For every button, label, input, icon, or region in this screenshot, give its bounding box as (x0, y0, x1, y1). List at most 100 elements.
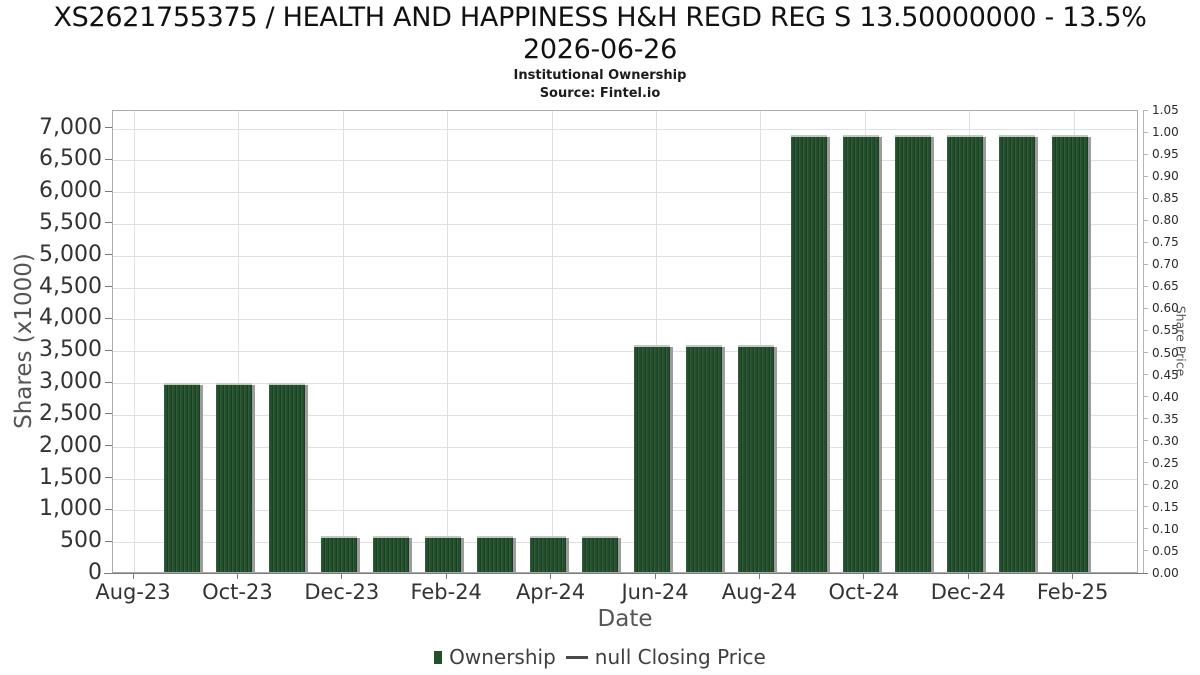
y-tick-label-right: 0.85 (1152, 191, 1179, 206)
x-tick-label: Dec-23 (304, 580, 380, 604)
y-grid-line (113, 383, 1137, 385)
x-grid-line (551, 111, 553, 572)
x-tick-mark (236, 573, 238, 579)
ownership-bar (268, 383, 305, 572)
ownership-bar (842, 134, 879, 572)
y-tick-mark-right (1143, 153, 1148, 155)
x-tick-mark (654, 573, 656, 579)
y-tick-label-right: 0.10 (1152, 521, 1179, 536)
x-tick-label: Dec-24 (930, 580, 1006, 604)
ownership-bar (738, 344, 775, 572)
ownership-bar (895, 134, 931, 572)
x-tick-mark (445, 573, 447, 579)
y-grid-line (113, 223, 1137, 225)
y-tick-mark-right (1143, 528, 1148, 530)
y-tick-mark-left (105, 190, 112, 192)
legend-item-ownership: Ownership (434, 645, 556, 669)
y-axis-label-right: Share Price (1173, 305, 1189, 377)
x-grid-line (656, 111, 657, 572)
x-grid-line (134, 111, 135, 572)
x-grid-line (342, 111, 344, 572)
y-tick-label-right: 0.20 (1152, 477, 1179, 492)
y-grid-line (113, 414, 1137, 416)
x-tick-label: Feb-24 (410, 580, 482, 604)
y-tick-mark-right (1143, 374, 1148, 376)
x-tick-mark (758, 573, 760, 579)
y-tick-mark-left (105, 254, 112, 256)
y-tick-label-right: 0.15 (1152, 499, 1179, 514)
x-tick-label: Feb-25 (1036, 580, 1109, 604)
y-tick-label-right: 0.95 (1152, 147, 1179, 162)
legend-label-ownership: Ownership (449, 645, 556, 669)
y-tick-label-right: 0.80 (1152, 213, 1179, 228)
y-grid-line (113, 128, 1137, 130)
ownership-bar (947, 134, 984, 572)
y-tick-mark-right (1143, 484, 1148, 486)
y-grid-line (113, 319, 1137, 321)
y-tick-mark-right (1143, 462, 1148, 464)
y-tick-label-left: 2,000 (39, 432, 102, 458)
ownership-bar (1051, 134, 1088, 572)
y-tick-mark-right (1143, 285, 1148, 287)
ownership-bar (320, 535, 357, 572)
y-tick-label-right: 0.70 (1152, 257, 1179, 272)
y-grid-line (113, 351, 1137, 353)
x-tick-mark (550, 573, 552, 579)
y-tick-mark-left (105, 477, 112, 479)
y-tick-mark-right (1143, 263, 1148, 265)
ownership-bar (634, 344, 670, 572)
y-grid-line (113, 510, 1137, 512)
y-tick-mark-right (1143, 418, 1148, 420)
y-tick-mark-left (105, 381, 112, 383)
y-grid-line (113, 287, 1137, 289)
y-tick-mark-left (105, 540, 112, 542)
y-tick-mark-left (105, 349, 112, 351)
y-tick-mark-right (1143, 329, 1148, 331)
x-tick-mark (341, 573, 343, 579)
x-tick-mark (863, 573, 865, 579)
y-tick-mark-right (1143, 219, 1148, 221)
x-grid-line (238, 111, 240, 572)
x-tick-label: Oct-24 (828, 580, 900, 604)
x-tick-mark (967, 573, 969, 579)
y-tick-label-right: 0.00 (1152, 566, 1179, 580)
x-tick-mark (1072, 573, 1074, 579)
ownership-bar (999, 134, 1036, 572)
y-grid-line (113, 446, 1137, 448)
y-tick-mark-left (105, 413, 112, 415)
y-tick-label-right: 0.25 (1152, 455, 1179, 470)
y-tick-label-right: 1.00 (1152, 125, 1179, 140)
y-tick-label-right: 1.05 (1152, 103, 1179, 117)
x-tick-label: Aug-24 (721, 580, 798, 604)
y-tick-mark-right (1143, 506, 1148, 508)
ownership-bar (477, 535, 514, 572)
legend: Ownership null Closing Price (0, 645, 1200, 669)
y-tick-mark-left (105, 158, 112, 160)
ownership-bar (164, 383, 201, 572)
x-tick-label: Apr-24 (515, 580, 586, 604)
y-grid-line (113, 192, 1137, 194)
ownership-bar (425, 535, 462, 572)
y-axis-label-left: Shares (x1000) (11, 253, 37, 429)
x-grid-line (760, 111, 762, 572)
y-tick-mark-right (1143, 352, 1148, 354)
chart-source-caption: Source: Fintel.io (539, 86, 661, 101)
chart-subtitle: Institutional Ownership (513, 68, 687, 83)
y-tick-mark-right (1143, 241, 1148, 243)
y-tick-mark-left (105, 445, 112, 447)
x-axis-label: Date (597, 606, 653, 632)
x-tick-label: Oct-23 (202, 580, 273, 604)
y-tick-mark-right (1143, 550, 1148, 552)
y-tick-label-left: 6,000 (39, 178, 102, 204)
y-tick-mark-left (105, 317, 112, 319)
y-tick-label-left: 1,500 (39, 464, 102, 490)
y-tick-label-right: 0.40 (1152, 389, 1179, 404)
y-tick-mark-right (1143, 131, 1148, 133)
plot-area (112, 110, 1138, 573)
y-tick-mark-right (1143, 572, 1148, 574)
x-axis-line (104, 573, 1148, 574)
closing-price-line-marker-icon (565, 655, 588, 659)
y-tick-label-right: 0.65 (1152, 279, 1179, 294)
y-tick-mark-right (1143, 396, 1148, 398)
x-tick-mark (132, 573, 134, 579)
